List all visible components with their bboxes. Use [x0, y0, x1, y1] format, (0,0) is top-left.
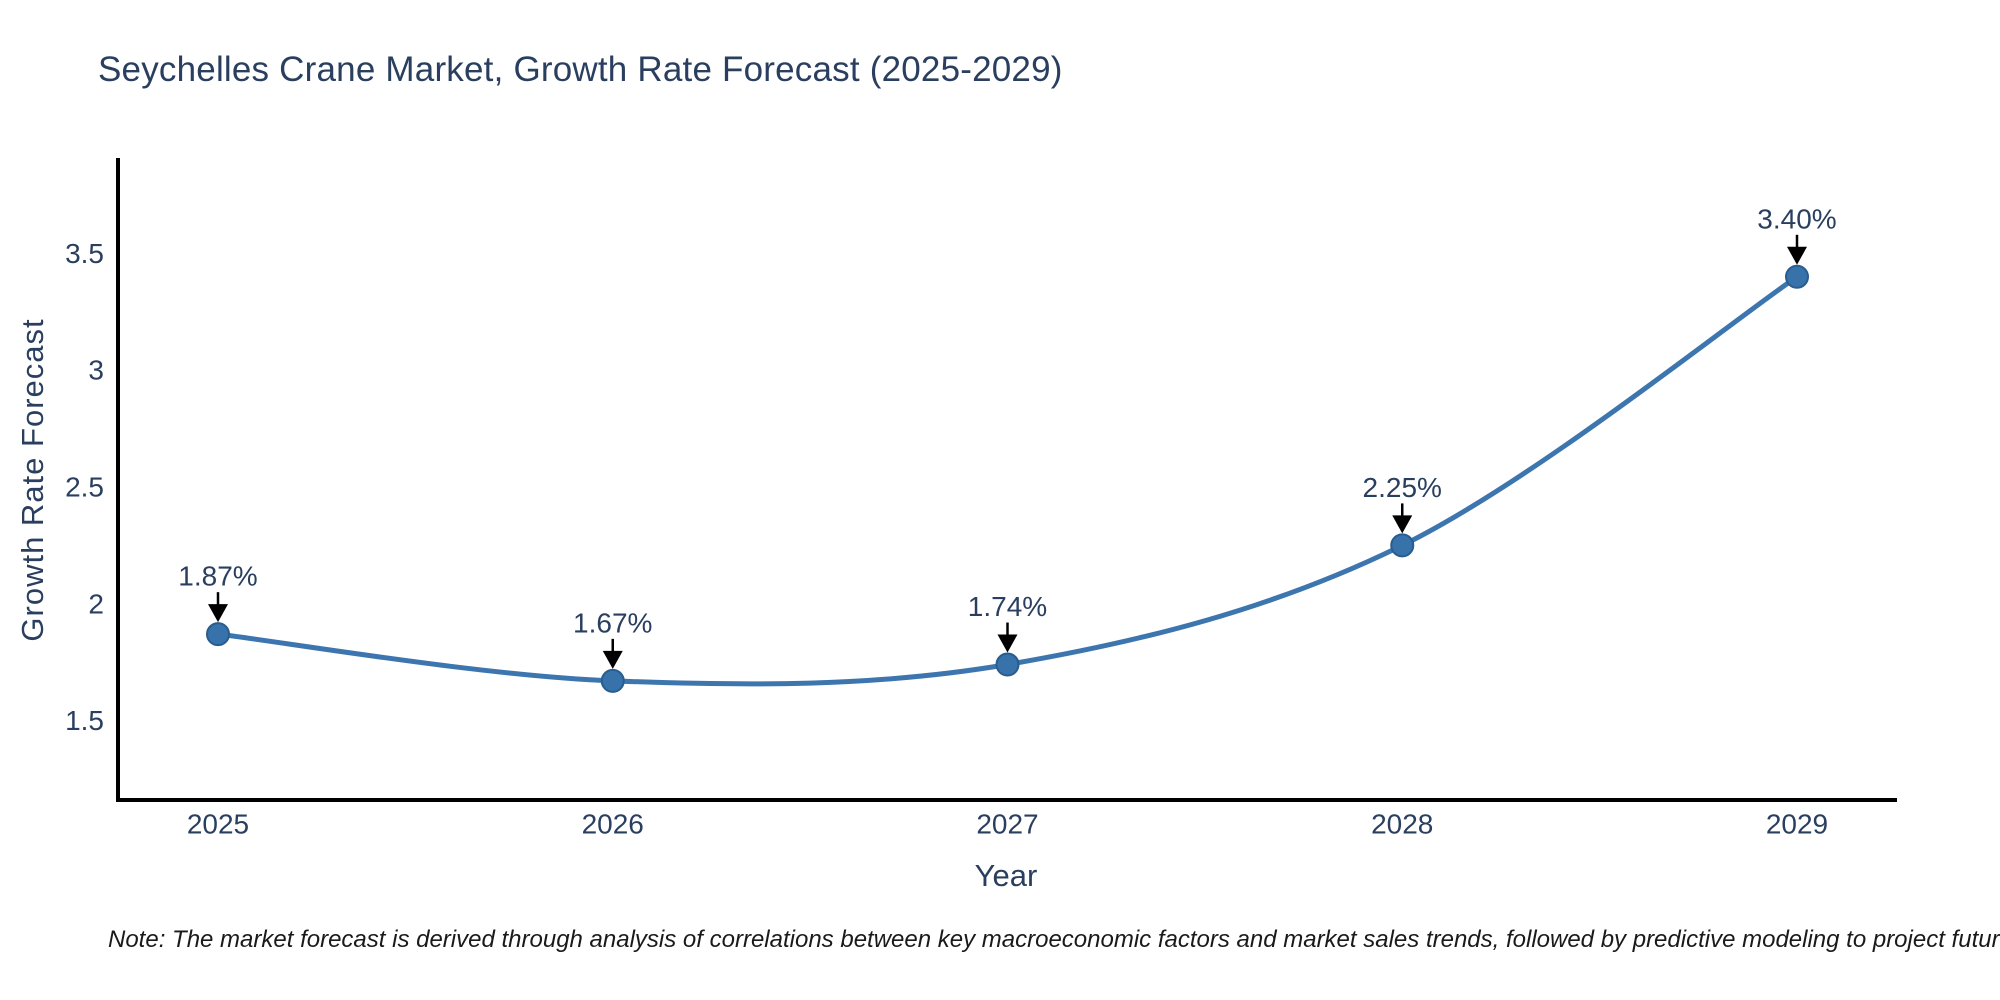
footnote: Note: The market forecast is derived thr…	[108, 926, 2000, 953]
data-point-marker	[600, 668, 625, 693]
growth-rate-series	[206, 264, 1809, 693]
annotation-arrowhead-icon	[208, 604, 228, 623]
annotation-arrowhead-icon	[602, 650, 623, 669]
x-axis-tick-labels: 2025 2026 2027 2028 2029	[187, 808, 1828, 839]
x-tick-label: 2029	[1766, 808, 1828, 839]
x-tick-label: 2028	[1371, 808, 1433, 839]
annotation-label: 1.87%	[178, 561, 257, 592]
point-annotations: 1.87% 1.67% 1.74% 2.25% 3.40%	[178, 203, 1837, 669]
annotation-arrowhead-icon	[1787, 246, 1807, 265]
data-point-marker	[995, 652, 1020, 677]
y-tick-label: 3	[88, 355, 104, 386]
data-point-marker	[1785, 264, 1809, 289]
x-tick-label: 2027	[976, 808, 1038, 839]
annotation-arrowhead-icon	[997, 634, 1018, 653]
x-axis-title: Year	[974, 858, 1038, 893]
annotation-arrowhead-icon	[1392, 515, 1413, 534]
chart-title: Seychelles Crane Market, Growth Rate For…	[98, 50, 1063, 89]
y-tick-label: 2.5	[65, 472, 104, 503]
annotation-label: 2.25%	[1363, 472, 1442, 503]
x-tick-label: 2025	[187, 808, 249, 839]
data-point-marker	[1390, 533, 1415, 558]
y-tick-label: 2	[88, 588, 104, 619]
annotation-label: 1.74%	[968, 591, 1047, 622]
y-tick-label: 3.5	[65, 238, 104, 269]
x-tick-label: 2026	[582, 808, 644, 839]
y-tick-label: 1.5	[65, 705, 104, 736]
annotation-label: 3.40%	[1757, 203, 1836, 234]
y-axis-tick-labels: 1.5 2 2.5 3 3.5	[65, 238, 104, 736]
annotation-label: 1.67%	[573, 607, 652, 638]
data-point-marker	[206, 622, 230, 647]
